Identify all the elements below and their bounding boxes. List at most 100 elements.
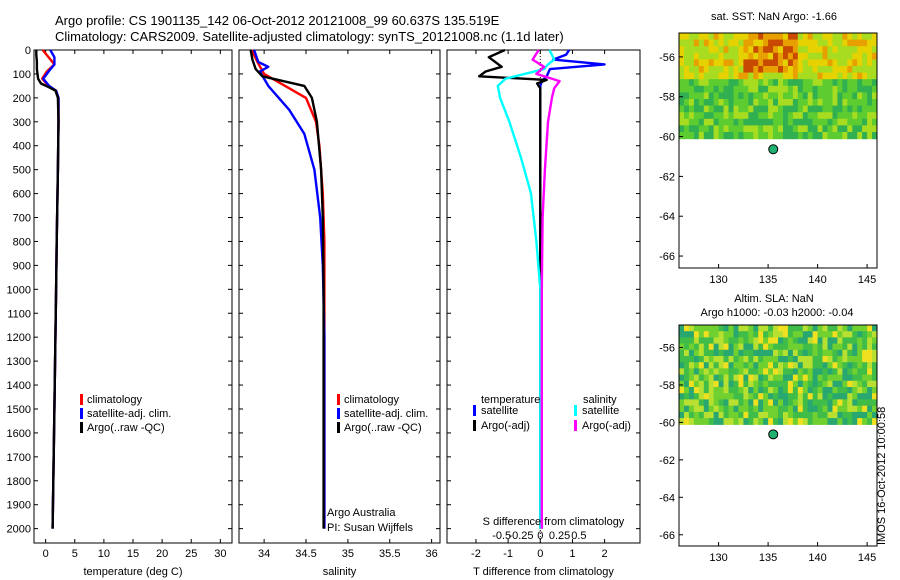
- heat-cell: [783, 105, 789, 113]
- heat-cell: [783, 387, 789, 394]
- heat-cell: [862, 393, 868, 400]
- heat-cell: [867, 418, 873, 425]
- heat-cell: [693, 411, 700, 419]
- heat-cell: [748, 52, 754, 60]
- argo-position-marker: [768, 144, 779, 155]
- heat-cell: [713, 368, 720, 376]
- heat-cell: [862, 325, 868, 332]
- heat-cell: [792, 349, 799, 357]
- heat-cell: [787, 380, 794, 388]
- heat-cell: [867, 112, 873, 120]
- heat-cell: [758, 99, 764, 107]
- heat-cell: [857, 374, 863, 382]
- heat-cell: [787, 85, 794, 93]
- heat-cell: [787, 411, 794, 419]
- heat-cell: [802, 362, 809, 369]
- heat-cell: [822, 33, 828, 41]
- heat-cell: [698, 356, 705, 363]
- heat-cell: [827, 66, 833, 74]
- heat-cell: [862, 387, 868, 394]
- heat-cell: [713, 118, 720, 126]
- heat-cell: [787, 125, 794, 133]
- heat-cell: [738, 92, 744, 100]
- heat-cell: [703, 343, 710, 351]
- heat-cell: [703, 125, 710, 133]
- altim-sla-map-cells: [679, 325, 878, 425]
- heat-cell: [817, 411, 824, 419]
- heat-cell: [718, 362, 725, 369]
- heat-cell: [832, 405, 838, 413]
- heat-cell: [842, 374, 848, 382]
- heat-cell: [698, 374, 705, 382]
- heat-cell: [827, 368, 833, 376]
- heat-cell: [738, 46, 744, 54]
- heat-cell: [857, 349, 863, 357]
- heat-cell: [817, 331, 824, 338]
- heat-cell: [679, 331, 685, 338]
- heat-cell: [738, 399, 744, 407]
- heat-cell: [763, 393, 769, 400]
- heat-cell: [797, 411, 804, 419]
- heat-cell: [827, 356, 833, 363]
- heat-cell: [797, 79, 804, 87]
- heat-cell: [738, 411, 744, 419]
- heat-cell: [792, 85, 799, 93]
- heat-cell: [778, 112, 784, 120]
- heat-cell: [862, 112, 868, 120]
- heat-cell: [713, 92, 720, 100]
- heat-cell: [728, 79, 734, 87]
- heat-cell: [787, 337, 794, 345]
- heat-cell: [684, 46, 690, 54]
- heat-cell: [753, 59, 759, 67]
- heat-cell: [758, 59, 764, 67]
- heat-cell: [812, 92, 819, 100]
- heat-cell: [842, 125, 848, 133]
- heat-cell: [738, 99, 744, 107]
- heat-cell: [748, 46, 754, 54]
- heat-cell: [778, 356, 784, 363]
- heat-cell: [872, 325, 878, 332]
- heat-cell: [812, 33, 819, 41]
- heat-cell: [807, 405, 814, 413]
- heat-cell: [832, 337, 838, 345]
- heat-cell: [758, 118, 764, 126]
- heat-cell: [758, 46, 764, 54]
- diff-legend-label-2: satellite: [582, 405, 619, 417]
- heat-cell: [792, 39, 799, 47]
- heat-cell: [693, 132, 700, 140]
- heat-cell: [738, 418, 744, 425]
- heat-cell: [857, 380, 863, 388]
- sla-map-title: Altim. SLA: NaN: [734, 293, 814, 305]
- heat-cell: [778, 337, 784, 345]
- heat-cell: [703, 118, 710, 126]
- heat-cell: [822, 399, 828, 407]
- heat-cell: [867, 92, 873, 100]
- heat-cell: [718, 349, 725, 357]
- heat-cell: [748, 66, 754, 74]
- heat-cell: [862, 374, 868, 382]
- heat-cell: [768, 356, 774, 363]
- heat-cell: [743, 343, 749, 351]
- heat-cell: [807, 380, 814, 388]
- heat-cell: [698, 325, 705, 332]
- heat-cell: [797, 66, 804, 74]
- heat-cell: [763, 52, 769, 60]
- heat-cell: [708, 343, 715, 351]
- xtick-label-25: 25: [185, 548, 197, 560]
- legend-swatch-2: [80, 422, 83, 433]
- heat-cell: [708, 393, 715, 400]
- heat-cell: [768, 66, 774, 74]
- heat-cell: [862, 399, 868, 407]
- map-ytick-label: -64: [659, 492, 675, 504]
- salinity-profile-frame: [238, 49, 441, 544]
- heat-cell: [852, 92, 858, 100]
- heat-cell: [852, 362, 858, 369]
- heat-cell: [693, 39, 700, 47]
- heat-cell: [827, 399, 833, 407]
- heat-cell: [827, 411, 833, 419]
- heat-cell: [832, 59, 838, 67]
- heat-cell: [703, 411, 710, 419]
- heat-cell: [837, 387, 843, 394]
- heat-cell: [758, 349, 764, 357]
- heat-cell: [837, 105, 843, 113]
